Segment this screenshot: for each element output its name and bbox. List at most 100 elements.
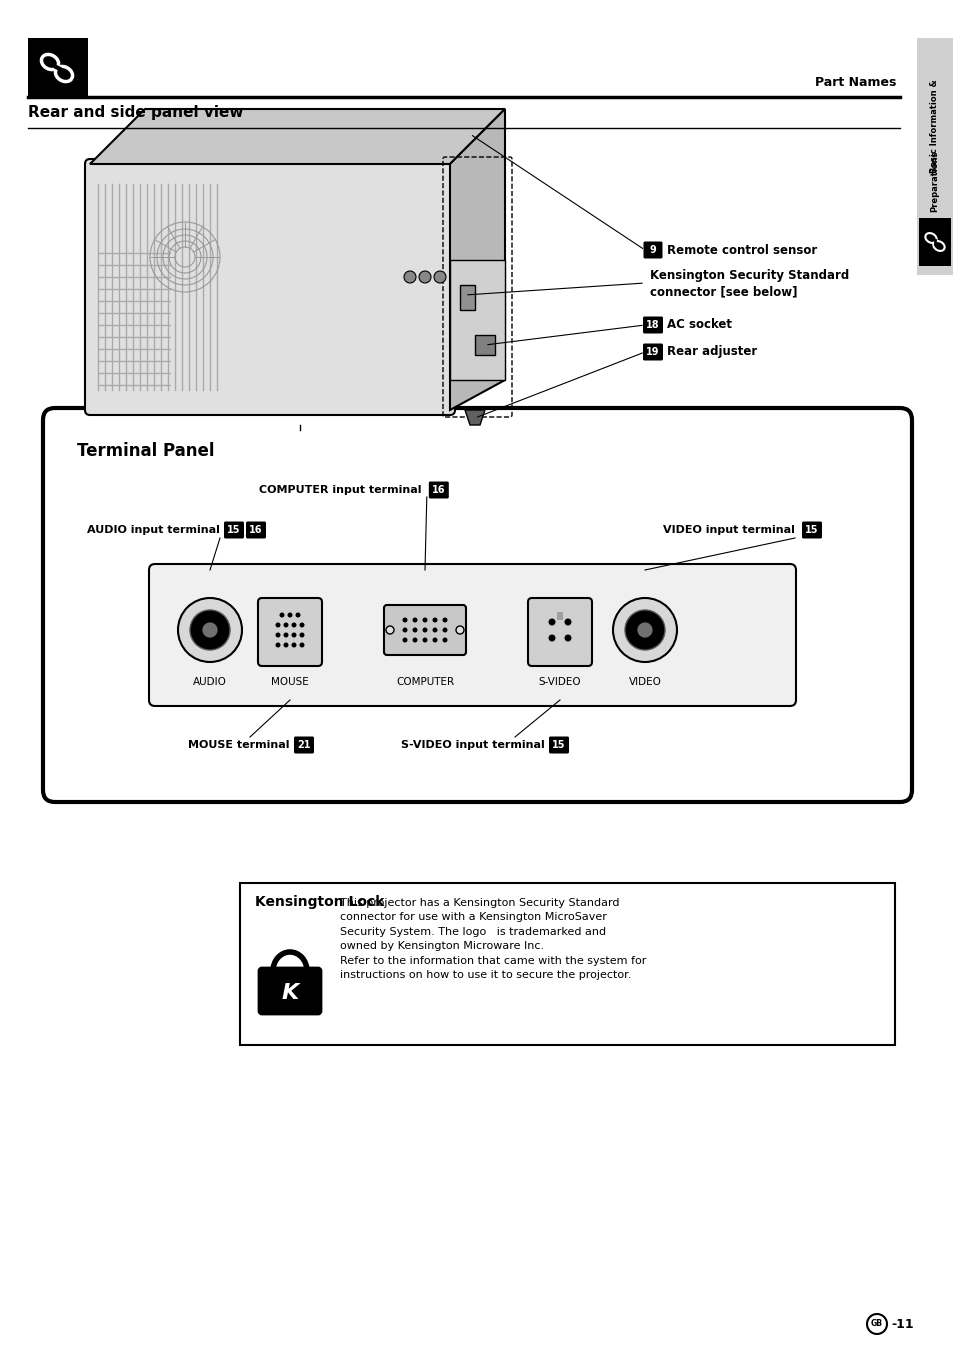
Circle shape [402,638,407,642]
Circle shape [283,633,288,638]
Text: GB: GB [870,1319,882,1329]
Circle shape [295,612,300,618]
Circle shape [422,627,427,633]
Circle shape [292,642,296,648]
Text: connector [see below]: connector [see below] [649,286,797,298]
Text: Basic Information &: Basic Information & [929,80,939,174]
FancyBboxPatch shape [294,737,314,754]
Text: ,: , [244,523,249,537]
Circle shape [613,598,677,662]
Circle shape [442,638,447,642]
Text: Rear adjuster: Rear adjuster [666,345,757,359]
Circle shape [178,598,242,662]
Circle shape [432,638,437,642]
Text: S-VIDEO input terminal: S-VIDEO input terminal [401,741,544,750]
Text: 15: 15 [227,525,240,536]
Circle shape [292,633,296,638]
Text: 16: 16 [249,525,262,536]
Circle shape [564,618,571,626]
Bar [459,285,475,310]
Text: S-VIDEO: S-VIDEO [538,677,580,687]
Circle shape [412,627,417,633]
Circle shape [434,271,446,283]
Text: 21: 21 [297,741,311,750]
FancyBboxPatch shape [642,344,662,360]
Text: This projector has a Kensington Security Standard
connector for use with a Kensi: This projector has a Kensington Security… [339,898,646,979]
Circle shape [275,642,280,648]
FancyBboxPatch shape [258,969,320,1014]
Circle shape [866,1314,886,1334]
Circle shape [283,642,288,648]
Circle shape [275,633,280,638]
Circle shape [275,622,280,627]
Circle shape [432,627,437,633]
FancyBboxPatch shape [149,564,795,706]
Text: COMPUTER input terminal: COMPUTER input terminal [259,486,421,495]
Text: 9: 9 [649,246,656,255]
Circle shape [299,642,304,648]
Text: Kensington Lock: Kensington Lock [254,894,384,909]
FancyBboxPatch shape [643,241,661,259]
Bar [918,219,950,266]
Text: Preparations: Preparations [929,151,939,212]
Bar [916,38,953,275]
Text: 18: 18 [645,320,659,331]
Text: Kensington Security Standard: Kensington Security Standard [649,270,848,282]
Text: AUDIO: AUDIO [193,677,227,687]
Text: AC socket: AC socket [666,318,731,332]
FancyBboxPatch shape [43,407,911,803]
Circle shape [637,622,652,638]
Text: VIDEO input terminal: VIDEO input terminal [662,525,794,536]
Text: VIDEO: VIDEO [628,677,660,687]
FancyBboxPatch shape [246,522,266,538]
Circle shape [548,618,555,626]
Circle shape [456,626,463,634]
Text: AUDIO input terminal: AUDIO input terminal [87,525,220,536]
Circle shape [422,618,427,622]
Text: Part Names: Part Names [814,76,895,89]
Bar [28,38,88,98]
FancyBboxPatch shape [801,522,821,538]
Text: Rear and side panel view: Rear and side panel view [28,104,243,120]
Circle shape [292,622,296,627]
Circle shape [287,612,293,618]
Text: Terminal Panel: Terminal Panel [77,442,214,460]
FancyBboxPatch shape [257,598,322,666]
FancyBboxPatch shape [527,598,592,666]
Text: 19: 19 [645,347,659,357]
Circle shape [412,638,417,642]
FancyBboxPatch shape [240,884,894,1045]
Polygon shape [90,109,504,165]
Bar [475,335,495,355]
Circle shape [418,271,431,283]
Bar [557,612,562,621]
Bar [450,260,504,380]
Polygon shape [450,109,504,410]
Circle shape [442,618,447,622]
Text: COMPUTER: COMPUTER [395,677,454,687]
Text: MOUSE: MOUSE [271,677,309,687]
FancyBboxPatch shape [642,317,662,333]
Circle shape [190,610,230,650]
Circle shape [202,622,218,638]
Circle shape [442,627,447,633]
Circle shape [624,610,664,650]
FancyBboxPatch shape [548,737,568,754]
Circle shape [422,638,427,642]
FancyBboxPatch shape [224,522,244,538]
Circle shape [548,634,555,642]
FancyBboxPatch shape [428,482,448,499]
Circle shape [412,618,417,622]
Circle shape [299,633,304,638]
Circle shape [386,626,394,634]
Circle shape [403,271,416,283]
Circle shape [432,618,437,622]
Text: 16: 16 [432,486,445,495]
FancyBboxPatch shape [85,159,455,415]
Polygon shape [464,410,484,425]
Circle shape [279,612,284,618]
Circle shape [402,618,407,622]
Circle shape [564,634,571,642]
Text: -11: -11 [890,1318,913,1330]
Text: 15: 15 [804,525,818,536]
